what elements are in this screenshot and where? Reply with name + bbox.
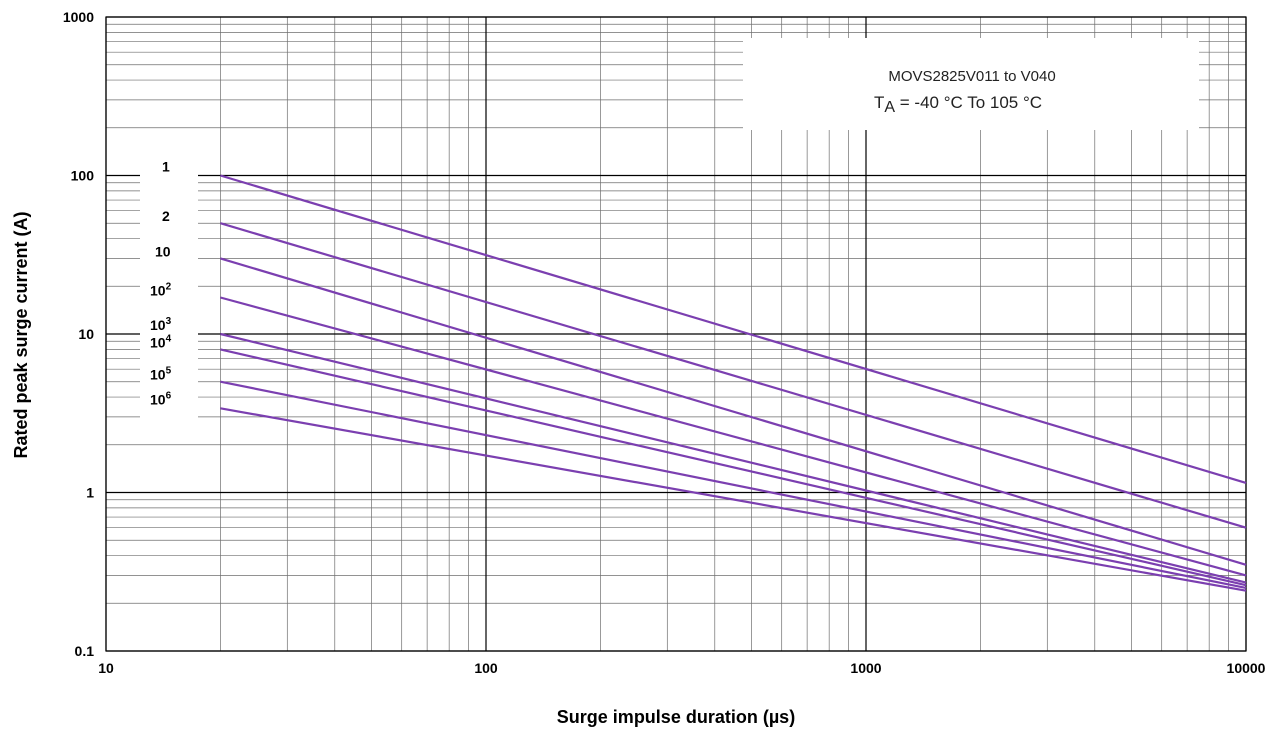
annotation-part-number: MOVS2825V011 to V040 [888, 68, 1055, 85]
curve-label-10^2: 102 [150, 281, 172, 298]
series-line-2 [220, 222, 1247, 529]
series-lines [220, 174, 1247, 592]
annotation-temperature-range: TA = -40 °C To 105 °C [874, 93, 1042, 116]
x-axis-title: Surge impulse duration (µs) [557, 707, 795, 727]
y-tick-label: 0.1 [75, 643, 95, 659]
y-tick-label: 1 [86, 485, 94, 501]
curve-label-column [140, 165, 198, 423]
curve-label-10^5: 105 [150, 366, 172, 383]
y-axis-title: Rated peak surge current (A) [11, 211, 31, 458]
series-line-1 [220, 174, 1247, 484]
series-line-10^3 [220, 332, 1247, 584]
curve-label-2: 2 [162, 208, 170, 224]
curve-label-10: 10 [155, 243, 171, 259]
x-tick-label: 100 [474, 660, 498, 676]
curve-label-10^3: 103 [150, 316, 172, 333]
plot-frame [105, 16, 1247, 652]
y-tick-label: 100 [71, 168, 95, 184]
legend-annotation: MOVS2825V011 to V040 TA = -40 °C To 105 … [874, 68, 1056, 116]
series-line-10^6 [220, 407, 1247, 592]
tick-labels: 10 100 1000 10000 0.1 1 10 100 1000 [63, 9, 1266, 676]
curve-label-10^4: 104 [150, 333, 172, 350]
x-tick-label: 1000 [850, 660, 881, 676]
label-backgrounds [140, 38, 1199, 423]
series-line-10 [220, 257, 1247, 566]
curve-label-1: 1 [162, 159, 170, 175]
series-line-10^5 [220, 380, 1247, 589]
annotation-box [743, 38, 1199, 130]
y-tick-label: 1000 [63, 9, 94, 25]
major-gridlines [105, 16, 1247, 652]
curve-label-10^6: 106 [150, 390, 172, 407]
x-tick-label: 10 [98, 660, 114, 676]
y-tick-label: 10 [78, 326, 94, 342]
x-tick-label: 10000 [1227, 660, 1266, 676]
series-line-10^4 [220, 348, 1247, 587]
series-line-10^2 [220, 296, 1247, 577]
